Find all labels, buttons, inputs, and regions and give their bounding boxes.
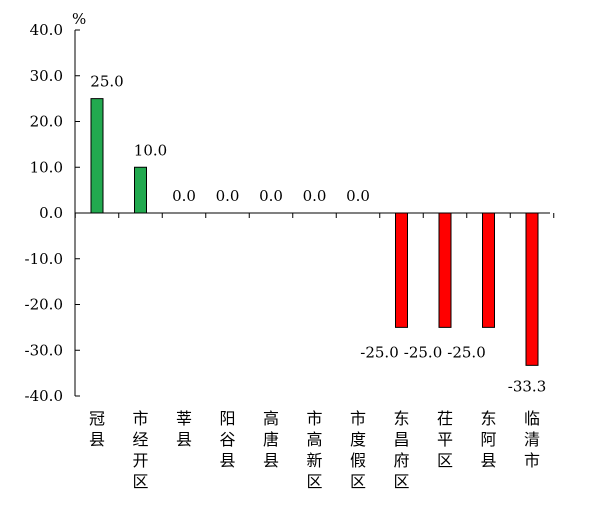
category-label-char: 昌 <box>393 430 409 449</box>
category-label: 莘县 <box>176 409 192 449</box>
data-label: 0.0 <box>216 187 240 205</box>
category-label-char: 区 <box>437 451 453 470</box>
category-label-char: 县 <box>480 451 496 470</box>
y-tick-label: -30.0 <box>25 341 63 359</box>
data-label: 0.0 <box>303 187 327 205</box>
y-ticks: 40.0 30.0 20.0 10.0 0.0 -10.0 -20.0 -30.0 -40.0 <box>25 21 555 405</box>
category-label-char: 新 <box>306 451 322 470</box>
y-unit-label: % <box>72 10 86 28</box>
category-label-char: 临 <box>524 409 540 428</box>
category-label-char: 开 <box>132 451 148 470</box>
bar <box>134 166 147 214</box>
category-label-char: 谷 <box>219 430 235 449</box>
data-label: 0.0 <box>346 187 370 205</box>
y-tick-label: 40.0 <box>30 21 63 39</box>
data-label: -25.0 <box>447 343 485 361</box>
bar <box>482 212 495 328</box>
category-label-char: 高 <box>263 409 279 428</box>
category-label-char: 阳 <box>219 409 235 428</box>
category-label-char: 区 <box>306 472 322 491</box>
y-tick-label: -10.0 <box>25 250 63 268</box>
category-label-char: 度 <box>350 430 366 449</box>
y-tick-label: 20.0 <box>30 113 63 131</box>
bar <box>438 212 452 328</box>
y-tick-label: 30.0 <box>30 67 63 85</box>
category-label: 冠县 <box>89 409 105 449</box>
category-label-char: 高 <box>306 430 322 449</box>
category-label: 东阿县 <box>480 409 496 470</box>
category-label-char: 县 <box>176 430 192 449</box>
category-label-char: 唐 <box>263 430 279 449</box>
category-label-char: 冠 <box>89 409 105 428</box>
category-label-char: 市 <box>306 409 322 428</box>
category-label-char: 区 <box>132 472 148 491</box>
data-label: 0.0 <box>259 187 283 205</box>
bar <box>395 212 408 328</box>
category-label-char: 府 <box>393 451 409 470</box>
category-label-char: 假 <box>350 451 366 470</box>
category-label-char: 区 <box>393 472 409 491</box>
data-labels: 25.0 10.0 0.0 0.0 0.0 0.0 0.0 -25.0 -25.0 -25.0 -3… <box>90 73 546 396</box>
y-tick-label: 0.0 <box>39 204 63 222</box>
data-label: 10.0 <box>134 141 167 159</box>
data-label: -33.3 <box>508 377 546 395</box>
category-label-char: 县 <box>89 430 105 449</box>
data-label: -25.0 <box>404 343 442 361</box>
bar <box>525 212 539 366</box>
category-label-char: 东 <box>393 409 409 428</box>
category-label-char: 阿 <box>480 430 496 449</box>
category-label: 阳谷县 <box>219 409 235 470</box>
category-label-char: 市 <box>524 451 540 470</box>
y-tick-label: 10.0 <box>30 158 63 176</box>
category-label: 临清市 <box>524 409 540 470</box>
category-label-char: 茌 <box>437 409 453 428</box>
y-tick-label: -40.0 <box>25 387 63 405</box>
category-label-char: 东 <box>480 409 496 428</box>
data-label: -25.0 <box>360 343 398 361</box>
category-label-char: 市 <box>350 409 366 428</box>
category-label-char: 经 <box>132 430 148 449</box>
category-label-char: 清 <box>524 430 540 449</box>
bars <box>90 98 539 366</box>
y-tick-label: -20.0 <box>25 296 63 314</box>
category-label-char: 县 <box>219 451 235 470</box>
category-label-char: 莘 <box>176 409 192 428</box>
data-label: 0.0 <box>172 187 196 205</box>
data-label: 25.0 <box>90 73 123 91</box>
category-label-char: 县 <box>263 451 279 470</box>
category-label-char: 市 <box>132 409 148 428</box>
category-label: 高唐县 <box>263 409 279 470</box>
category-label-char: 平 <box>437 430 453 449</box>
category-label: 茌平区 <box>437 409 453 470</box>
bar <box>90 98 104 214</box>
category-label-char: 区 <box>350 472 366 491</box>
